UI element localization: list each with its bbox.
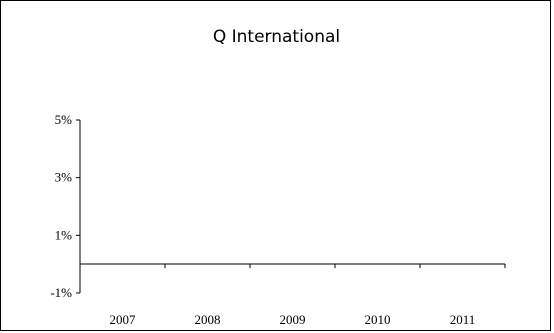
x-tick-label: 2011 [450,312,476,327]
x-tick-label: 2010 [365,312,391,327]
x-tick-label: 2009 [280,312,306,327]
x-tick-label: 2007 [110,312,137,327]
y-tick-label: 1% [55,227,73,242]
y-tick-label: 3% [55,170,73,185]
y-tick-label: 5% [55,112,73,127]
x-tick-label: 2008 [195,312,221,327]
y-tick-label: -1% [50,285,72,300]
chart-title: Q International [212,27,341,47]
